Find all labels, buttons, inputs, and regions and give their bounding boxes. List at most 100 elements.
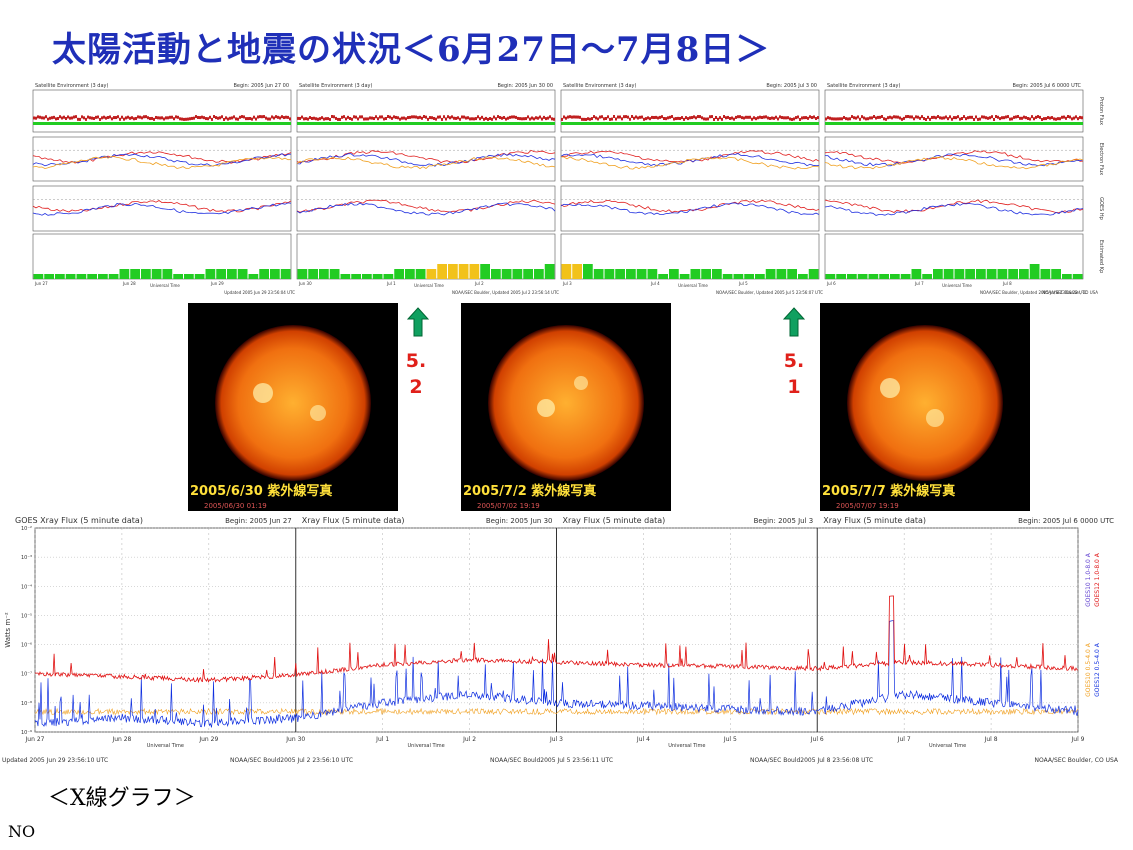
proton-mark <box>963 115 965 119</box>
proton-mark <box>413 115 415 119</box>
proton-mark <box>119 117 121 121</box>
proton-mark <box>153 117 155 121</box>
proton-mark <box>399 117 401 121</box>
proton-mark <box>231 116 233 120</box>
proton-mark <box>737 115 739 119</box>
proton-mark <box>519 117 521 121</box>
xray-graph-caption: ＜X線グラフ＞ <box>48 786 196 811</box>
kp-bar <box>405 269 415 279</box>
proton-mark <box>203 116 205 120</box>
panel-footer: Updated 2005 Jun 29 23:56:04 UTC <box>224 290 295 295</box>
proton-mark <box>187 117 189 121</box>
proton-mark <box>551 117 553 121</box>
kp-bar <box>437 264 447 279</box>
proton-mark <box>355 115 357 119</box>
proton-mark <box>955 116 957 120</box>
proton-mark <box>771 116 773 120</box>
proton-mark <box>317 117 319 121</box>
proton-mark <box>807 116 809 120</box>
series-goes10-short <box>34 707 1079 716</box>
proton-mark <box>553 117 555 121</box>
proton-mark <box>401 116 403 120</box>
proton-mark <box>71 116 73 120</box>
proton-mark <box>761 115 763 119</box>
magnitude-top: 5. <box>405 350 427 372</box>
xtick: Jun 29 <box>210 281 224 286</box>
proton-mark <box>507 116 509 120</box>
kp-bar <box>270 269 280 279</box>
proton-mark <box>207 117 209 121</box>
panel-frame <box>824 185 1084 232</box>
panel-footer: NOAA/SEC Boulder, Updated 2005 Jul 2 23:… <box>452 290 559 295</box>
xtick-label: Jun 30 <box>285 736 305 743</box>
proton-mark <box>349 116 351 120</box>
proton-mark <box>265 116 267 120</box>
xray-footer: NOAA/SEC Bould2005 Jul 5 23:56:11 UTC <box>490 757 613 764</box>
kp-bar <box>544 264 555 279</box>
proton-mark <box>731 116 733 120</box>
flux-line <box>824 156 1084 170</box>
kp-bar <box>426 269 437 279</box>
proton-mark <box>311 116 313 120</box>
panel-header: Satellite Environment (3 day) <box>299 83 373 89</box>
kp-bar <box>922 274 932 279</box>
proton-mark <box>343 115 345 119</box>
proton-mark <box>227 117 229 121</box>
kp-bar <box>458 264 469 279</box>
proton-mark <box>65 117 67 121</box>
proton-mark <box>855 116 857 120</box>
proton-mark <box>953 116 955 120</box>
kp-bar <box>33 274 44 279</box>
kp-bar <box>216 269 226 279</box>
proton-mark <box>81 115 83 119</box>
up-arrow-icon <box>783 307 805 337</box>
ytick-label: 10⁻⁴ <box>21 584 32 590</box>
proton-mark <box>363 117 365 121</box>
proton-mark <box>481 115 483 119</box>
kp-bar <box>690 269 701 279</box>
proton-mark <box>589 117 591 121</box>
xtick: Jun 27 <box>34 281 48 286</box>
proton-mark <box>889 115 891 119</box>
proton-mark <box>595 116 597 120</box>
proton-mark <box>651 115 653 119</box>
proton-mark <box>989 116 991 120</box>
proton-mark <box>611 117 613 121</box>
proton-mark <box>509 115 511 119</box>
proton-mark <box>49 116 51 120</box>
proton-mark <box>177 115 179 119</box>
proton-mark <box>303 117 305 121</box>
proton-mark <box>891 116 893 120</box>
series-goes12-short <box>34 620 1079 728</box>
xtick-label: Jun 29 <box>198 736 218 743</box>
proton-mark <box>483 117 485 121</box>
proton-mark <box>95 115 97 119</box>
xtick: Jul 5 <box>738 281 748 286</box>
ytick-label: 10⁻⁷ <box>21 672 32 678</box>
panel-footer-end: NOAA/SEC Boulder, CO USA <box>1042 290 1098 295</box>
kp-bar <box>847 274 857 279</box>
proton-mark <box>835 117 837 121</box>
flux-line <box>32 200 292 213</box>
proton-mark <box>943 116 945 120</box>
proton-mark <box>619 115 621 119</box>
proton-mark <box>603 117 605 121</box>
proton-mark <box>283 116 285 120</box>
proton-mark <box>549 115 551 119</box>
proton-mark <box>939 116 941 120</box>
kp-bar <box>394 269 404 279</box>
kp-bar <box>1019 269 1029 279</box>
proton-mark <box>977 117 979 121</box>
proton-mark <box>811 116 813 120</box>
proton-mark <box>649 117 651 121</box>
proton-mark <box>173 117 175 121</box>
proton-mark <box>269 117 271 121</box>
proton-mark <box>687 117 689 121</box>
kp-bar <box>722 274 733 279</box>
proton-mark <box>477 115 479 119</box>
kp-bar <box>879 274 889 279</box>
proton-mark <box>935 116 937 120</box>
panel-frame <box>560 136 820 182</box>
proton-mark <box>833 117 835 121</box>
proton-mark <box>201 115 203 119</box>
